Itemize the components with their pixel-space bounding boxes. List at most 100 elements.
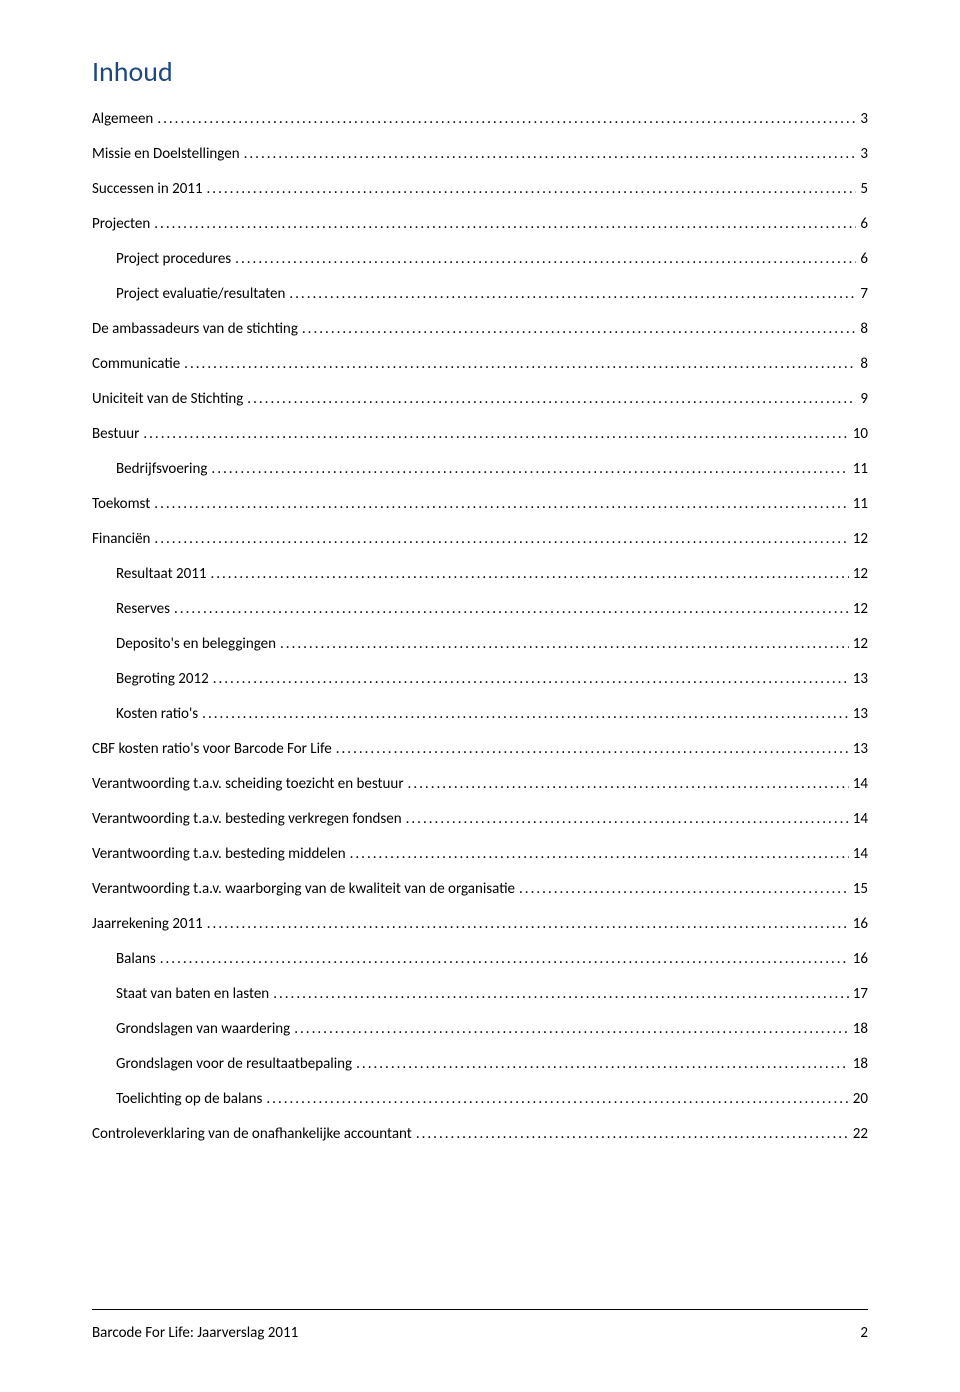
- toc-leader-dots: [350, 844, 849, 865]
- toc-entry[interactable]: Grondslagen voor de resultaatbepaling18: [92, 1054, 868, 1075]
- toc-leader-dots: [210, 564, 848, 585]
- toc-entry[interactable]: Verantwoording t.a.v. besteding middelen…: [92, 844, 868, 865]
- toc-entry-page: 6: [860, 249, 868, 270]
- toc-entry-page: 16: [853, 914, 868, 935]
- toc-leader-dots: [273, 984, 849, 1005]
- toc-entry[interactable]: Missie en Doelstellingen 3: [92, 144, 868, 165]
- toc-leader-dots: [302, 319, 857, 340]
- toc-entry-label: Resultaat 2011: [116, 564, 206, 585]
- toc-entry-label: Grondslagen voor de resultaatbepaling: [116, 1054, 352, 1075]
- toc-entry[interactable]: Project procedures 6: [92, 249, 868, 270]
- toc-entry-page: 10: [853, 424, 868, 445]
- toc-entry[interactable]: Projecten6: [92, 214, 868, 235]
- toc-entry-label: Begroting 2012: [116, 669, 209, 690]
- toc-entry-label: Uniciteit van de Stichting: [92, 389, 243, 410]
- page-footer: Barcode For Life: Jaarverslag 2011 2: [92, 1309, 868, 1342]
- toc-entry[interactable]: Algemeen3: [92, 109, 868, 130]
- toc-entry-page: 3: [860, 144, 868, 165]
- toc-leader-dots: [154, 494, 849, 515]
- toc-entry[interactable]: Verantwoording t.a.v. waarborging van de…: [92, 879, 868, 900]
- toc-leader-dots: [207, 914, 849, 935]
- toc-entry[interactable]: Deposito's en beleggingen 12: [92, 634, 868, 655]
- toc-entry-page: 20: [853, 1089, 868, 1110]
- toc-entry[interactable]: Project evaluatie/resultaten 7: [92, 284, 868, 305]
- toc-entry[interactable]: Jaarrekening 201116: [92, 914, 868, 935]
- toc-entry-page: 13: [853, 669, 868, 690]
- toc-leader-dots: [154, 529, 848, 550]
- toc-entry-page: 6: [860, 214, 868, 235]
- toc-entry-page: 12: [853, 634, 868, 655]
- toc-entry-label: Verantwoording t.a.v. scheiding toezicht…: [92, 774, 404, 795]
- toc-entry[interactable]: De ambassadeurs van de stichting8: [92, 319, 868, 340]
- toc-entry-page: 11: [853, 494, 868, 515]
- toc-leader-dots: [416, 1124, 849, 1145]
- toc-entry[interactable]: Bestuur10: [92, 424, 868, 445]
- toc-entry-label: CBF kosten ratio's voor Barcode For Life: [92, 739, 332, 760]
- toc-entry-page: 14: [853, 809, 868, 830]
- toc-entry-page: 9: [860, 389, 868, 410]
- toc-entry-label: Grondslagen van waardering: [116, 1019, 290, 1040]
- toc-entry[interactable]: Verantwoording t.a.v. besteding verkrege…: [92, 809, 868, 830]
- toc-leader-dots: [294, 1019, 849, 1040]
- toc-entry-page: 16: [853, 949, 868, 970]
- footer-page-number: 2: [860, 1324, 868, 1342]
- toc-entry-page: 11: [853, 459, 868, 480]
- toc-leader-dots: [207, 179, 857, 200]
- toc-entry[interactable]: Financiën12: [92, 529, 868, 550]
- toc-entry-label: Toelichting op de balans: [116, 1089, 262, 1110]
- toc-entry-label: Toekomst: [92, 494, 150, 515]
- toc-entry[interactable]: Resultaat 2011 12: [92, 564, 868, 585]
- toc-entry-label: Bedrijfsvoering: [116, 459, 207, 480]
- toc-entry[interactable]: Bedrijfsvoering 11: [92, 459, 868, 480]
- footer-left-text: Barcode For Life: Jaarverslag 2011: [92, 1324, 298, 1342]
- toc-entry-label: Balans: [116, 949, 156, 970]
- toc-leader-dots: [235, 249, 856, 270]
- toc-leader-dots: [266, 1089, 848, 1110]
- toc-leader-dots: [244, 144, 857, 165]
- toc-entry[interactable]: Communicatie 8: [92, 354, 868, 375]
- toc-leader-dots: [143, 424, 848, 445]
- toc-entry[interactable]: Reserves12: [92, 599, 868, 620]
- toc-entry-label: Missie en Doelstellingen: [92, 144, 240, 165]
- toc-leader-dots: [174, 599, 849, 620]
- toc-entry[interactable]: Grondslagen van waardering 18: [92, 1019, 868, 1040]
- toc-entry-page: 14: [853, 774, 868, 795]
- toc-leader-dots: [408, 774, 849, 795]
- toc-entry-label: Project procedures: [116, 249, 231, 270]
- toc-entry-label: Algemeen: [92, 109, 153, 130]
- toc-entry[interactable]: Balans 16: [92, 949, 868, 970]
- toc-entry-label: Deposito's en beleggingen: [116, 634, 276, 655]
- toc-entry-label: Verantwoording t.a.v. besteding middelen: [92, 844, 346, 865]
- toc-entry-page: 12: [853, 564, 868, 585]
- toc-entry[interactable]: Successen in 2011 5: [92, 179, 868, 200]
- toc-entry-page: 5: [860, 179, 868, 200]
- toc-leader-dots: [519, 879, 849, 900]
- toc-leader-dots: [280, 634, 849, 655]
- toc-entry-page: 7: [860, 284, 868, 305]
- toc-entry-label: Reserves: [116, 599, 170, 620]
- toc-entry[interactable]: Toelichting op de balans 20: [92, 1089, 868, 1110]
- toc-leader-dots: [211, 459, 848, 480]
- toc-entry[interactable]: Toekomst 11: [92, 494, 868, 515]
- toc-entry-label: Successen in 2011: [92, 179, 203, 200]
- toc-entry-label: De ambassadeurs van de stichting: [92, 319, 298, 340]
- toc-entry[interactable]: Uniciteit van de Stichting 9: [92, 389, 868, 410]
- toc-entry-page: 8: [860, 354, 868, 375]
- footer-rule: [92, 1309, 868, 1310]
- toc-entry-label: Communicatie: [92, 354, 180, 375]
- toc-entry-page: 13: [853, 704, 868, 725]
- toc-entry-page: 22: [853, 1124, 868, 1145]
- toc-entry[interactable]: Begroting 2012 13: [92, 669, 868, 690]
- toc-entry[interactable]: CBF kosten ratio's voor Barcode For Life…: [92, 739, 868, 760]
- toc-entry[interactable]: Kosten ratio's13: [92, 704, 868, 725]
- toc-entry-label: Verantwoording t.a.v. waarborging van de…: [92, 879, 515, 900]
- toc-entry-page: 18: [853, 1019, 868, 1040]
- toc-leader-dots: [154, 214, 856, 235]
- toc-entry[interactable]: Verantwoording t.a.v. scheiding toezicht…: [92, 774, 868, 795]
- toc-entry[interactable]: Staat van baten en lasten17: [92, 984, 868, 1005]
- toc-leader-dots: [406, 809, 849, 830]
- toc-leader-dots: [213, 669, 849, 690]
- toc-entry-label: Controleverklaring van de onafhankelijke…: [92, 1124, 412, 1145]
- toc-entry[interactable]: Controleverklaring van de onafhankelijke…: [92, 1124, 868, 1145]
- toc-entry-label: Project evaluatie/resultaten: [116, 284, 285, 305]
